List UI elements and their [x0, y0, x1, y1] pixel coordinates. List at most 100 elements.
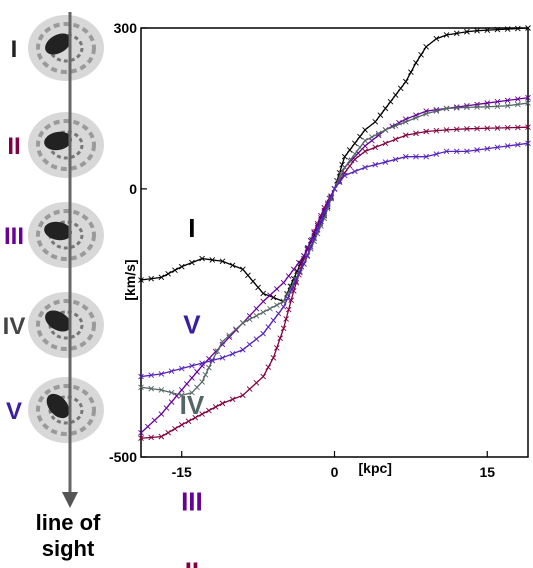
data-point — [273, 345, 280, 351]
y-tick-label: 300 — [114, 20, 138, 36]
galaxy-spiral — [36, 119, 96, 171]
data-point — [338, 171, 345, 178]
data-point — [280, 279, 287, 286]
data-point — [336, 179, 343, 185]
y-axis-label: [km/s] — [122, 259, 138, 300]
data-point — [352, 168, 358, 175]
panel-label: III — [4, 223, 24, 250]
data-point — [138, 430, 144, 436]
data-point — [226, 332, 233, 339]
data-point — [253, 305, 260, 312]
galaxy-panel-I: I — [11, 15, 104, 81]
data-point — [514, 124, 521, 131]
data-point — [397, 85, 404, 92]
data-point — [265, 324, 272, 330]
data-point — [382, 140, 389, 147]
data-point — [280, 304, 287, 310]
data-point — [158, 411, 165, 417]
data-point — [504, 97, 511, 104]
data-point — [277, 335, 284, 341]
data-point — [194, 384, 200, 391]
data-point — [464, 148, 470, 155]
x-tick-label: 0 — [331, 464, 339, 480]
data-point — [504, 102, 511, 109]
data-point — [464, 28, 470, 35]
data-point — [514, 141, 521, 148]
data-point — [246, 316, 253, 323]
line-of-sight-arrow — [62, 12, 78, 508]
data-point — [382, 105, 389, 112]
data-point — [168, 389, 175, 396]
data-point — [392, 123, 399, 129]
data-point — [301, 261, 307, 267]
data-point — [433, 108, 440, 114]
line-of-sight-label-1: line of — [36, 510, 101, 535]
panel-label: V — [6, 398, 22, 425]
data-point — [413, 130, 419, 137]
data-point — [382, 159, 389, 165]
data-point — [402, 78, 409, 85]
data-point — [402, 153, 409, 160]
data-point — [504, 26, 511, 32]
data-point — [494, 98, 501, 105]
x-axis-label: [kpc] — [359, 460, 392, 476]
data-point — [413, 153, 419, 160]
data-point — [392, 136, 399, 143]
galaxy-panel-IV: IV — [3, 292, 104, 358]
data-point — [494, 103, 501, 110]
galaxy-spiral — [36, 209, 96, 261]
data-point — [178, 263, 185, 270]
data-point — [280, 325, 287, 332]
data-point — [151, 417, 158, 424]
data-point — [240, 346, 246, 353]
galaxy-dark-lane — [46, 393, 70, 419]
data-point — [229, 350, 236, 357]
data-point — [229, 262, 236, 269]
data-point — [352, 151, 358, 157]
galaxy-dark-lane — [44, 221, 72, 241]
data-point — [433, 127, 440, 134]
data-point — [402, 119, 409, 125]
data-point — [253, 336, 260, 342]
data-point — [443, 105, 450, 112]
data-point — [369, 134, 375, 140]
data-point — [163, 405, 170, 411]
data-point — [297, 269, 303, 276]
data-point — [178, 392, 185, 399]
data-point — [172, 425, 178, 432]
data-point — [377, 112, 384, 118]
axes: -15 0 15 300 0 -500 [kpc] [km/s] — [109, 20, 495, 480]
y-tick-label: -500 — [109, 449, 137, 465]
galaxy-dark-lane — [44, 131, 72, 151]
data-point — [525, 94, 531, 101]
galaxy-panel-V: V — [6, 377, 104, 443]
plot-frame — [140, 27, 529, 458]
data-point — [408, 69, 414, 76]
data-point — [484, 145, 491, 152]
data-point — [189, 375, 195, 381]
data-point — [484, 27, 491, 33]
data-point — [246, 341, 253, 348]
data-point — [184, 381, 190, 387]
data-point — [474, 27, 480, 34]
data-point — [423, 110, 429, 117]
data-point — [348, 157, 355, 164]
data-point — [484, 125, 491, 132]
data-point — [474, 101, 480, 108]
data-point — [372, 161, 379, 168]
data-point — [260, 298, 267, 305]
data-point — [219, 338, 226, 345]
data-point — [372, 144, 379, 151]
data-point — [413, 60, 419, 66]
data-point — [273, 286, 280, 292]
data-point — [255, 284, 261, 291]
data-point — [273, 302, 280, 308]
data-point — [296, 259, 302, 266]
panel-label: II — [7, 133, 20, 160]
data-point — [504, 143, 511, 149]
data-point — [504, 124, 511, 131]
data-point — [192, 414, 199, 421]
data-point — [321, 210, 328, 216]
data-point — [229, 396, 236, 403]
